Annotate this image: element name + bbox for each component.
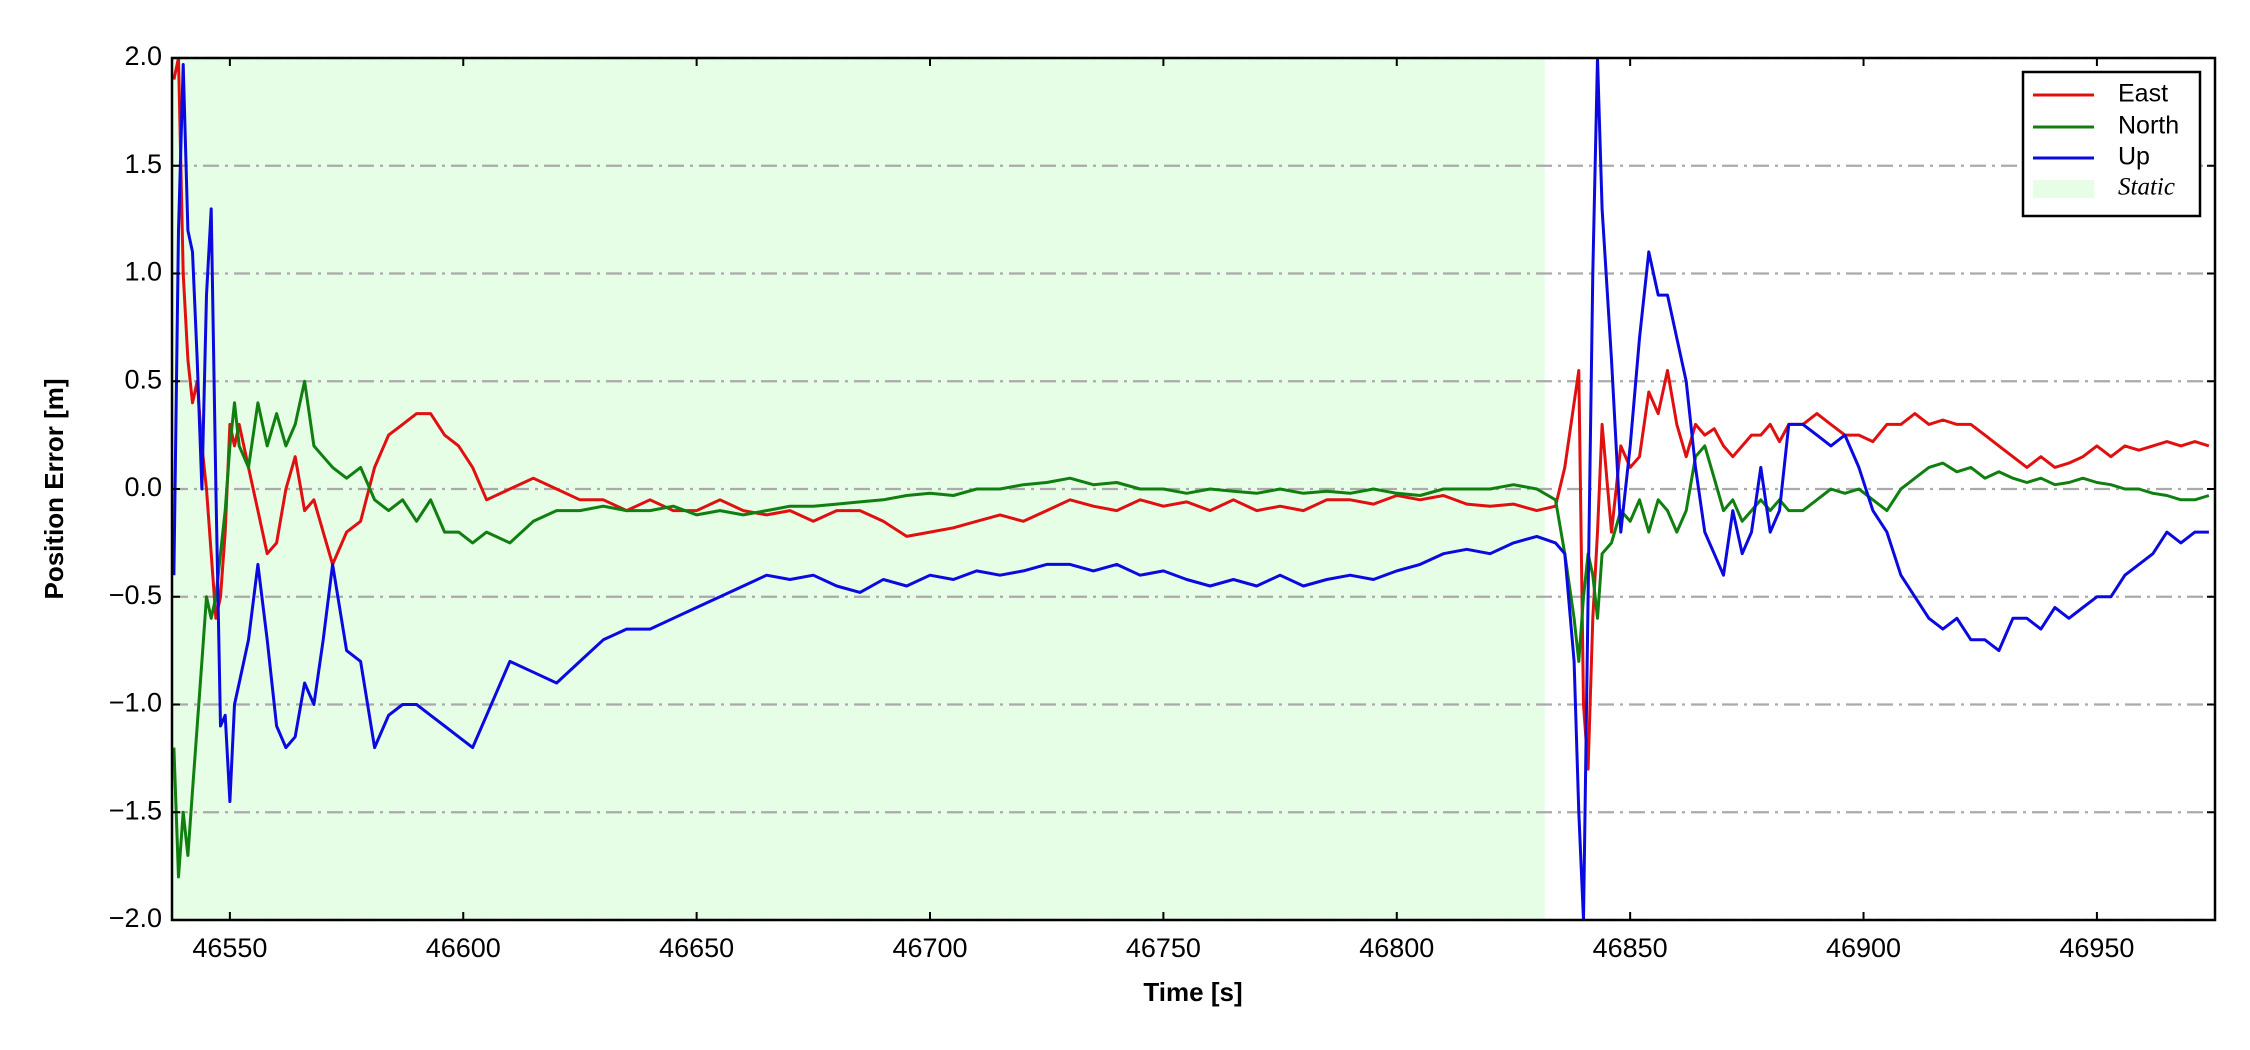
y-tick-label: −0.5 <box>109 580 162 610</box>
x-tick-label: 46550 <box>192 933 267 963</box>
y-tick-label: −2.0 <box>109 903 162 933</box>
series-line <box>172 58 2209 920</box>
legend: East North Up Static <box>2021 70 2202 218</box>
lines <box>172 58 2210 920</box>
legend-swatch <box>2033 180 2094 198</box>
x-tick-label: 46900 <box>1826 933 1901 963</box>
y-tick-label: 1.5 <box>124 149 162 179</box>
x-tick-label: 46800 <box>1359 933 1434 963</box>
legend-label: Up <box>2118 143 2150 171</box>
x-axis-label: Time [s] <box>1143 977 1242 1007</box>
y-axis-label: Position Error [m] <box>39 378 69 599</box>
legend-label: North <box>2118 112 2179 140</box>
y-tick-label: 2.0 <box>124 41 162 71</box>
legend-label: East <box>2118 80 2168 108</box>
x-tick-label: 46850 <box>1593 933 1668 963</box>
y-tick-label: −1.5 <box>109 795 162 825</box>
y-tick-label: 0.5 <box>124 364 162 394</box>
x-tick-label: 46650 <box>659 933 734 963</box>
y-tick-label: −1.0 <box>109 688 162 718</box>
legend-label: Static <box>2118 174 2175 201</box>
x-tick-label: 46750 <box>1126 933 1201 963</box>
x-tick-label: 46700 <box>892 933 967 963</box>
y-tick-label: 1.0 <box>124 257 162 287</box>
x-tick-label: 46600 <box>426 933 501 963</box>
x-tick-label: 46950 <box>2059 933 2134 963</box>
series-line <box>172 379 2210 879</box>
series-line <box>172 58 2210 771</box>
axes: −2.0 −1.5 −1.0 −0.5 0.0 0.5 1.0 1.5 2.0 46550 4660… <box>109 41 2215 963</box>
y-tick-label: 0.0 <box>124 472 162 502</box>
